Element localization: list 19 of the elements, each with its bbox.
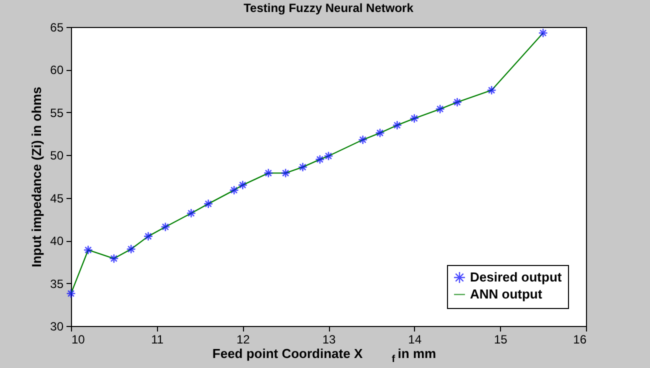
x-tick-label: 15	[494, 332, 508, 346]
y-tick-label: 45	[50, 191, 64, 206]
y-tick-label: 35	[50, 276, 64, 291]
y-tick-label: 60	[50, 63, 64, 78]
x-tick-label: 16	[573, 332, 587, 346]
y-tick-label: 30	[50, 320, 64, 334]
y-tick-label: 40	[50, 234, 64, 248]
chart-title: Testing Fuzzy Neural Network	[244, 1, 414, 15]
x-tick-label: 10	[72, 332, 86, 346]
x-tick-label: 11	[151, 332, 164, 346]
y-tick-label: 55	[50, 106, 64, 120]
legend-label: ANN output	[470, 286, 543, 302]
legend-label: Desired output	[470, 270, 562, 284]
y-tick-label: 50	[50, 148, 64, 163]
x-tick-label: 12	[236, 332, 250, 346]
y-axis-title: Input impedance (Zi) in ohms	[29, 86, 44, 268]
y-tick-label: 65	[50, 20, 64, 34]
x-tick-label: 13	[322, 332, 336, 346]
x-tick-label: 14	[408, 332, 422, 346]
